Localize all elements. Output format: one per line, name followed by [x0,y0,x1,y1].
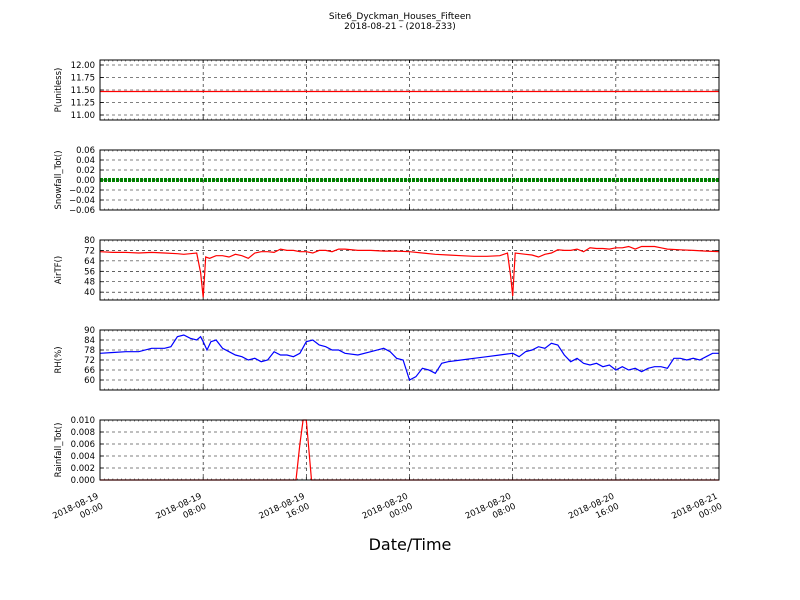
chart-subtitle: 2018-08-21 - (2018-233) [344,22,456,32]
y-tick-label: 72 [84,356,95,366]
y-tick-label: 0.02 [76,166,95,176]
y-tick-label: 0.002 [71,464,95,474]
y-tick-label: 0.008 [71,428,95,438]
y-tick-label: 12.00 [71,61,95,71]
y-tick-label: 0.00 [76,176,95,186]
y-axis-label: RH(%) [54,346,64,373]
y-axis-label: P(unitless) [54,68,64,113]
series-line [99,334,719,381]
y-tick-label: 66 [84,366,95,376]
y-tick-label: 84 [84,336,95,346]
y-tick-label: 40 [84,288,95,298]
y-axis-label: Snowfall_Tot() [54,150,64,209]
y-tick-label: 56 [84,267,95,277]
y-tick-label: 11.00 [71,111,95,121]
y-tick-label: 90 [84,326,95,336]
axes-frame [99,419,720,481]
y-tick-label: 0.000 [71,476,95,486]
y-tick-label: 0.06 [76,146,95,156]
y-tick-label: 11.25 [71,99,95,109]
y-tick-label: 48 [84,278,95,288]
x-tick-label: 2018-08-2016:00 [567,492,621,532]
series-line [99,245,720,298]
y-tick-label: 64 [84,257,95,267]
y-tick-label: 11.75 [71,74,95,84]
x-tick-label: 2018-08-2000:00 [361,492,415,532]
x-tick-label: 2018-08-2008:00 [464,492,518,532]
y-tick-label: −0.02 [69,186,95,196]
y-tick-label: 78 [84,346,95,356]
y-tick-label: 72 [84,246,95,256]
axes-frame [99,149,720,211]
x-tick-label: 2018-08-1916:00 [258,492,312,532]
y-axis-label: Rainfall_Tot() [54,423,64,478]
y-axis-label: AirTF() [54,256,64,284]
axes-frame [99,329,720,391]
y-tick-label: 80 [84,236,95,246]
subplot-5: 0.000 0.002 0.004 0.006 0.008 0.010 Rainfall_T… [51,416,724,532]
chart-title: Site6_Dyckman_Houses_Fifteen [329,12,471,22]
x-axis-label: Date/Time [369,535,452,554]
y-tick-label: −0.04 [69,196,95,206]
y-tick-label: 0.04 [76,156,95,166]
y-tick-label: 0.004 [71,452,95,462]
y-tick-label: −0.06 [69,206,95,216]
y-tick-label: 0.010 [71,416,95,426]
x-tick-label: 2018-08-1900:00 [51,492,105,532]
y-tick-label: 0.006 [71,440,95,450]
x-tick-label: 2018-08-2100:00 [670,492,724,532]
y-tick-label: 11.50 [71,86,95,96]
y-tick-label: 60 [84,376,95,386]
x-tick-label: 2018-08-1908:00 [154,492,208,532]
subplot-2: −0.06−0.04−0.020.000.020.040.06 Snowfall_… [54,146,720,216]
axes-frame [99,59,720,121]
axes-frame [99,239,720,301]
subplot-1: 11.00 11.25 11.50 11.75 12.00 P(unitless) [54,59,720,121]
